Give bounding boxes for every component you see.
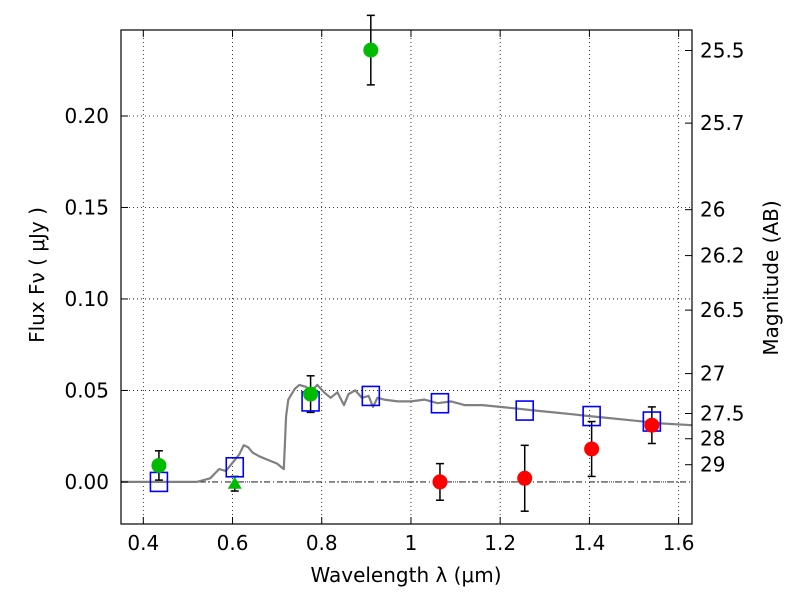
- mag-tick-label: 25.7: [700, 111, 745, 135]
- observed-flux-point: [363, 42, 379, 58]
- marker-layer: [149, 42, 662, 493]
- x-tick-label: 0.8: [306, 531, 338, 555]
- y-tick-label: 0.10: [64, 287, 109, 311]
- observed-flux-point: [151, 457, 167, 473]
- y-axis-label: Flux Fν ( μJy ): [25, 207, 49, 343]
- y-tick-label: 0.20: [64, 104, 109, 128]
- observed-flux-point: [644, 417, 660, 433]
- model-photometry-square: [361, 385, 381, 407]
- plot-frame: [120, 29, 693, 525]
- observed-flux-point: [303, 386, 319, 402]
- observed-flux-point: [432, 474, 448, 490]
- y2-axis-label: Magnitude (AB): [759, 200, 783, 355]
- upper-limit-triangle: [227, 476, 242, 489]
- mag-tick-label: 29: [700, 453, 725, 477]
- x-tick-label: 1.2: [484, 531, 516, 555]
- x-tick-label: 0.4: [127, 531, 159, 555]
- x-tick-label: 1: [405, 531, 418, 555]
- mag-tick-label: 26.2: [700, 244, 745, 268]
- y-tick-label: 0.15: [64, 195, 109, 219]
- mag-tick-label: 27: [700, 362, 725, 386]
- x-tick-label: 1.6: [663, 531, 695, 555]
- model-photometry-square: [582, 405, 601, 427]
- model-photometry-square: [515, 400, 535, 421]
- x-tick-label: 1.4: [573, 531, 605, 555]
- y-tick-label: 0.00: [64, 470, 109, 494]
- observed-flux-point: [517, 470, 533, 486]
- grid-layer: [121, 30, 692, 524]
- x-axis-label: Wavelength λ (μm): [310, 563, 501, 587]
- model-photometry-square: [430, 392, 450, 414]
- mag-tick-label: 26: [700, 198, 725, 222]
- mag-tick-label: 27.5: [700, 401, 745, 425]
- y-tick-label: 0.05: [64, 378, 109, 402]
- mag-tick-label: 28: [700, 427, 725, 451]
- tick-layer: 0.4 0.6 0.8 1 1.2 1.4 1.6 0.00 0.05 0.10 0.15 0.20 2…: [64, 30, 745, 555]
- errorbar-layer: [154, 14, 656, 512]
- mag-tick-label: 25.5: [700, 38, 745, 62]
- model-sed-line: [121, 383, 693, 483]
- model-layer: [121, 383, 693, 483]
- mag-tick-label: 26.5: [700, 298, 745, 322]
- observed-flux-point: [584, 441, 600, 457]
- x-tick-label: 0.6: [217, 531, 249, 555]
